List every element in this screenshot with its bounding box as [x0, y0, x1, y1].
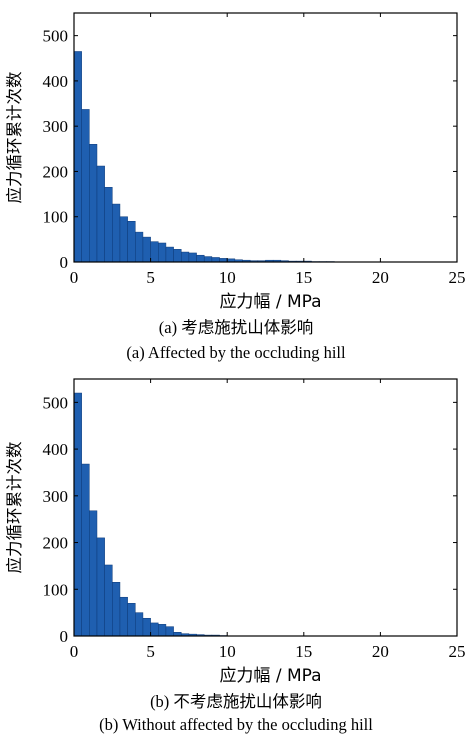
histogram-bar — [211, 257, 220, 263]
chart-b: 0 5 10 15 20 25 0 100 200 300 400 500 应力幅 / MPa 应力循环累… — [5, 378, 466, 686]
histogram-bar — [142, 236, 151, 263]
histogram-bar — [104, 187, 113, 263]
caption-a-chinese: (a) 考虑施扰山体影响 — [158, 318, 314, 337]
x-tick-label: 0 — [70, 642, 79, 661]
histogram-bar — [89, 510, 98, 637]
histogram-bar — [89, 144, 98, 263]
histogram-bar — [150, 622, 159, 637]
y-axis-label: 应力循环累计次数 — [5, 71, 24, 204]
y-tick-label: 400 — [43, 440, 69, 459]
caption-a-english: (a) Affected by the occluding hill — [126, 343, 346, 362]
x-tick-label: 5 — [146, 268, 155, 287]
histogram-bar — [112, 582, 121, 637]
histogram-bar — [96, 537, 105, 637]
x-tick-label: 0 — [70, 268, 79, 287]
y-axis-label: 应力循环累计次数 — [5, 441, 24, 574]
histogram-bar — [127, 221, 136, 263]
histogram-bar — [196, 254, 205, 263]
histogram-bar — [158, 242, 167, 263]
bars-group — [73, 392, 228, 637]
histogram-bar — [112, 203, 121, 263]
x-tick-label: 25 — [449, 642, 466, 661]
y-tick-label: 200 — [43, 162, 69, 181]
plot-frame — [73, 378, 458, 637]
x-axis-label: 应力幅 / MPa — [219, 666, 321, 686]
histogram-bar — [158, 624, 167, 637]
histogram-bar — [203, 256, 213, 263]
y-tick-label: 300 — [43, 117, 69, 136]
y-tick-label: 300 — [43, 487, 69, 506]
chart-panel-b: 0 5 10 15 20 25 0 100 200 300 400 500 应力幅 / MPa 应力循环累… — [0, 370, 472, 738]
y-tick-label: 0 — [60, 253, 69, 272]
x-axis-label: 应力幅 / MPa — [219, 292, 321, 312]
histogram-bar — [119, 596, 128, 637]
caption-b-english: (b) Without affected by the occluding hi… — [99, 715, 373, 734]
caption-b-chinese: (b) 不考虑施扰山体影响 — [150, 692, 322, 711]
x-tick-label: 10 — [219, 642, 236, 661]
histogram-bar — [119, 216, 128, 263]
histogram-bar — [73, 392, 82, 637]
histogram-bar — [96, 165, 105, 263]
y-tick-label: 100 — [43, 580, 69, 599]
chart-panel-a: 0 5 10 15 20 25 0 100 200 300 400 500 应力幅 / MPa 应力循环累… — [5, 12, 466, 362]
histogram-bar — [173, 249, 182, 263]
bars-group — [73, 51, 335, 263]
x-tick-label: 20 — [372, 268, 389, 287]
x-tick-label: 15 — [295, 268, 312, 287]
histogram-bar — [165, 626, 174, 637]
plot-frame — [73, 12, 458, 263]
x-tick-label: 25 — [449, 268, 466, 287]
histogram-bar — [135, 231, 144, 263]
y-tick-label: 100 — [43, 208, 69, 227]
histogram-bar — [135, 612, 144, 637]
y-tick-label: 400 — [43, 72, 69, 91]
x-tick-label: 15 — [295, 642, 312, 661]
x-tick-label: 5 — [146, 642, 155, 661]
histogram-bar — [180, 251, 190, 263]
histogram-bar — [165, 246, 174, 263]
histogram-bar — [104, 564, 113, 637]
y-tick-label: 500 — [43, 27, 69, 46]
chart-a: 0 5 10 15 20 25 0 100 200 300 400 500 应力幅 / MPa 应力循环累… — [5, 12, 466, 312]
histogram-bar — [150, 241, 159, 263]
histogram-bar — [188, 252, 197, 263]
histogram-bar — [127, 603, 136, 637]
histogram-bar — [142, 617, 151, 637]
x-tick-label: 10 — [219, 268, 236, 287]
y-tick-label: 500 — [43, 393, 69, 412]
histogram-bar — [73, 51, 82, 263]
y-tick-label: 0 — [60, 627, 69, 646]
histogram-bar — [81, 463, 90, 637]
y-tick-label: 200 — [43, 534, 69, 553]
histogram-bar — [81, 109, 90, 263]
x-tick-label: 20 — [372, 642, 389, 661]
